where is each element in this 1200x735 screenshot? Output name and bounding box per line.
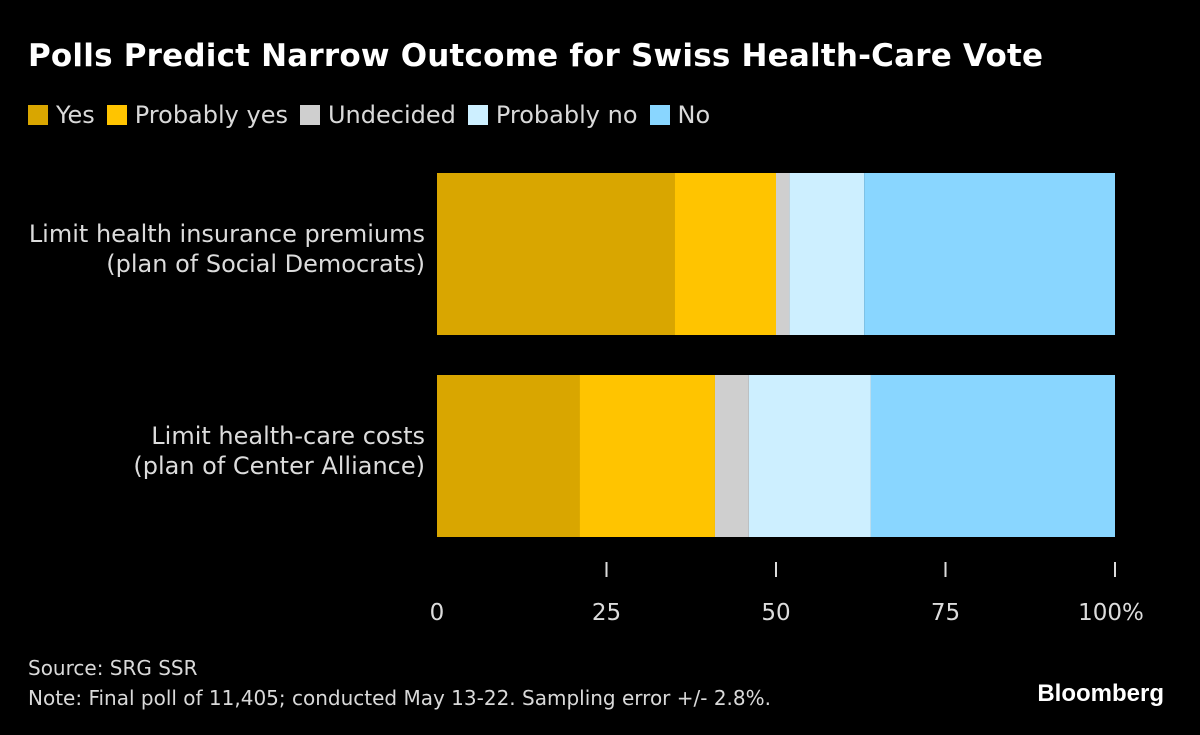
footnote: Note: Final poll of 11,405; conducted Ma… [28,686,771,710]
bar-segment-probably-no [748,375,871,537]
x-tick-label: 0 [430,600,445,626]
legend-swatch-undecided [299,105,320,125]
category-label: Limit health-care costs [151,422,425,450]
legend-label: Undecided [327,101,456,129]
legend-label: Probably yes [134,101,288,129]
chart-title: Polls Predict Narrow Outcome for Swiss H… [28,38,1044,74]
x-tick-label: 25 [592,600,621,626]
bar-segment-no [864,173,1115,335]
legend-swatch-yes [28,105,48,125]
category-label: (plan of Center Alliance) [133,452,425,480]
legend-item-undecided: Undecided [299,101,456,129]
chart-legend: Yes Probably yes Undecided Probably no No [28,99,722,131]
legend-item-no: No [649,101,711,129]
chart-plot: Limit health insurance premiums(plan of … [29,173,1144,626]
x-tick-label: 50 [761,600,790,626]
bloomberg-logo: Bloomberg [1037,680,1164,707]
bar-segment-probably-yes [579,375,715,537]
x-tick-label: 100% [1078,600,1144,626]
legend-label: Probably no [495,101,638,129]
legend-label: No [677,101,711,129]
legend-swatch-probably-yes [106,105,127,125]
category-label: Limit health insurance premiums [29,220,425,248]
legend-item-yes: Yes [28,101,95,129]
x-tick-label: 75 [931,600,960,626]
legend-swatch-no [649,105,670,125]
legend-label: Yes [56,101,95,129]
legend-item-probably-no: Probably no [467,101,638,129]
source-note: Source: SRG SSR [28,656,198,680]
legend-item-probably-yes: Probably yes [106,101,288,129]
bar-segment-no [870,375,1115,537]
legend-swatch-probably-no [467,105,488,125]
bar-segment-yes [437,375,580,537]
category-label: (plan of Social Democrats) [106,250,425,278]
bar-segment-probably-no [789,173,865,335]
bar-segment-undecided [714,375,749,537]
bar-segment-undecided [776,173,790,335]
bar-segment-yes [437,173,675,335]
bar-segment-probably-yes [674,173,776,335]
